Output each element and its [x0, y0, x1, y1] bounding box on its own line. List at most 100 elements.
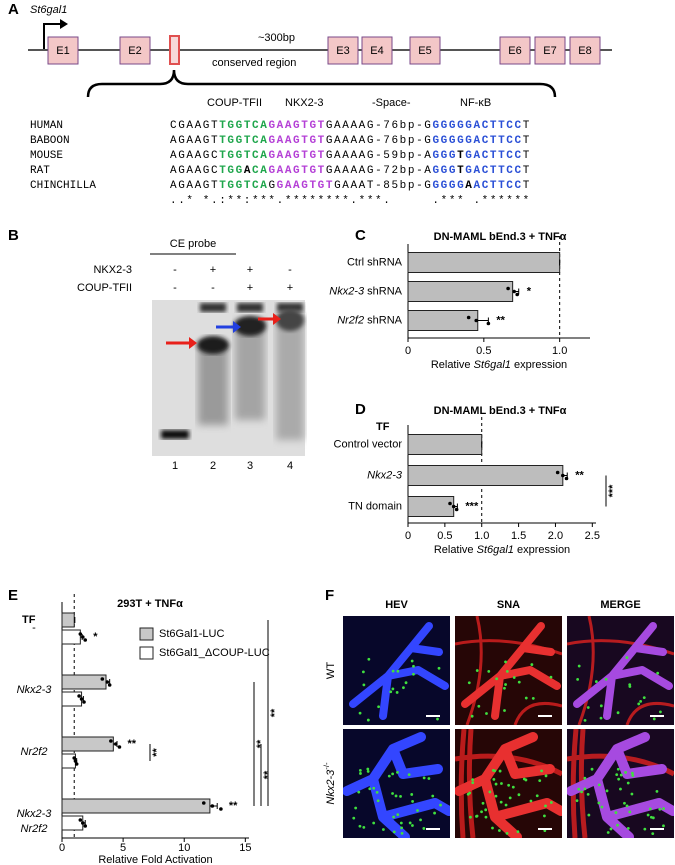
category-label: Nr2f2 — [21, 823, 48, 835]
shift-band — [197, 336, 229, 354]
condition-sign: - — [288, 264, 292, 276]
green-cell — [646, 813, 650, 817]
data-point — [109, 739, 113, 743]
green-cell — [619, 773, 623, 777]
data-point — [72, 756, 77, 760]
green-cell — [616, 767, 620, 771]
green-cell — [599, 716, 603, 720]
green-cell — [477, 704, 481, 708]
row-label: Nkx2-3-/- — [322, 762, 337, 805]
significance: *** — [465, 500, 479, 512]
band-arrow-head — [233, 321, 241, 333]
chart-title: 293T + TNFα — [117, 598, 183, 610]
green-cell — [422, 827, 426, 830]
sequence: AGAAGCTGGACAGAAGTGTGAAAAG-72bp-AGGGTGACT… — [170, 165, 531, 177]
green-cell — [504, 803, 508, 807]
text-part: AGAAGC — [170, 150, 219, 162]
green-cell — [524, 778, 528, 782]
x-tick-label: 10 — [178, 842, 190, 854]
green-cell — [614, 811, 618, 814]
chart-title: DN-MAML bEnd.3 + TNFα — [434, 405, 567, 417]
exon — [327, 36, 359, 65]
text-part: GAAGTGT — [268, 120, 325, 132]
green-cell — [396, 813, 400, 817]
green-cell — [412, 672, 415, 676]
text-part: TGGTCA — [219, 120, 268, 132]
column-label: SNA — [497, 599, 520, 611]
green-cell — [475, 814, 479, 818]
motif-label: NF-κB — [460, 97, 491, 109]
green-cell — [391, 792, 394, 795]
green-cell — [575, 799, 579, 803]
tss-arrow — [43, 23, 62, 50]
green-cell — [600, 805, 604, 809]
green-cell — [544, 774, 548, 778]
condition-sign: + — [247, 264, 253, 276]
x-axis-label: Relative St6gal1 expression — [434, 544, 570, 556]
green-cell — [617, 777, 621, 781]
green-cell — [544, 804, 547, 808]
bracket-label: ** — [255, 739, 267, 748]
x-tick-label: 2.5 — [585, 530, 600, 542]
smear — [198, 345, 228, 425]
data-point — [79, 697, 84, 701]
green-cell — [410, 793, 414, 796]
significance: ** — [575, 469, 584, 481]
condition-sign: - — [173, 282, 177, 294]
conserved-box — [169, 35, 180, 65]
green-cell — [394, 794, 398, 798]
text-part: T — [523, 150, 531, 162]
text-part: A — [465, 180, 473, 192]
arrow-head — [60, 19, 68, 29]
data-point — [512, 289, 516, 294]
lane-number: 1 — [172, 460, 178, 472]
gel-well — [277, 303, 303, 312]
green-cell — [504, 660, 507, 664]
green-cell — [535, 794, 539, 798]
green-cell — [484, 808, 488, 812]
green-cell — [352, 816, 356, 820]
green-cell — [505, 669, 509, 673]
text-part: TGGTCA — [219, 135, 268, 147]
green-cell — [583, 776, 587, 780]
probe-label: CE probe — [170, 238, 216, 250]
bar — [61, 798, 211, 814]
green-cell — [512, 676, 516, 679]
error-bar — [74, 617, 76, 623]
micrograph-content — [567, 616, 674, 725]
green-cell — [628, 810, 632, 814]
green-cell — [583, 787, 587, 791]
data-point — [73, 759, 78, 763]
text-part: T — [523, 120, 531, 132]
green-cell — [368, 787, 372, 791]
text-part: Nkx2-3 — [367, 469, 403, 481]
x-tick-label: 0.5 — [437, 530, 452, 542]
condition-sign: + — [247, 282, 253, 294]
green-cell — [471, 778, 475, 782]
lane-number: 3 — [247, 460, 253, 472]
data-point — [113, 742, 118, 746]
green-cell — [481, 801, 485, 805]
text-part: T — [523, 135, 531, 147]
green-cell — [549, 801, 553, 804]
hev-vessel — [455, 732, 562, 838]
green-cell — [605, 789, 609, 793]
green-cell — [530, 663, 534, 666]
green-cell — [475, 669, 479, 672]
species-name: CHINCHILLA — [30, 180, 96, 192]
text-part: ACTTCC — [474, 180, 523, 192]
distance-label: ~300bp — [258, 32, 295, 44]
column-label: HEV — [385, 599, 408, 611]
exon — [119, 36, 151, 65]
green-cell — [358, 768, 362, 772]
green-cell — [503, 709, 506, 712]
green-cell — [387, 774, 391, 778]
text-part: TGG — [219, 165, 244, 177]
green-cell — [396, 669, 400, 673]
data-point — [105, 680, 110, 684]
data-point — [515, 292, 519, 297]
green-cell — [375, 790, 379, 794]
green-cell — [410, 659, 414, 663]
green-cell — [577, 787, 581, 791]
